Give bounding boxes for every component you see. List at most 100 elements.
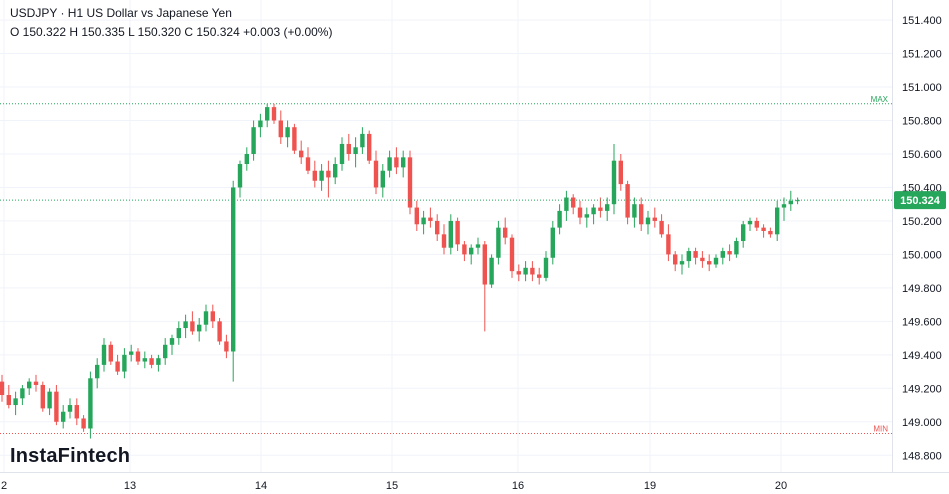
candle-body — [312, 170, 317, 181]
candle-body — [727, 251, 732, 255]
candle-body — [761, 227, 766, 231]
time-axis[interactable]: 2 13 14 15 16 19 20 — [1, 480, 787, 492]
candle-up — [203, 304, 209, 332]
candle-down — [482, 241, 487, 332]
candle-down — [441, 224, 447, 255]
price-tick-label: 151.200 — [902, 49, 942, 61]
candle-down — [530, 261, 535, 282]
candle-up — [448, 214, 453, 255]
candle-up — [163, 338, 168, 365]
candle-down — [659, 214, 664, 238]
candle-down — [625, 180, 630, 225]
candle-body — [299, 150, 304, 158]
candle-down — [305, 147, 311, 175]
candle-up — [475, 237, 481, 255]
candle-body — [394, 157, 399, 168]
price-tick-label: 149.600 — [902, 316, 942, 328]
candle-body — [244, 153, 249, 165]
candle-body — [27, 381, 32, 389]
candle-down — [462, 241, 467, 262]
candle-up — [360, 127, 365, 154]
candle-down — [0, 374, 5, 402]
candle-down — [149, 354, 154, 369]
candle-up — [183, 314, 188, 339]
candle-up — [645, 210, 651, 235]
candle-body — [564, 197, 569, 211]
candle-down — [435, 214, 440, 242]
min-line: MIN — [0, 425, 892, 435]
candle-body — [537, 274, 542, 278]
candle-down — [768, 227, 773, 238]
candle-body — [482, 244, 487, 285]
candle-down — [299, 140, 304, 165]
candle-body — [591, 207, 596, 215]
candle-body — [88, 378, 93, 429]
candle-body — [448, 220, 453, 248]
candle-up — [734, 237, 739, 258]
candle-down — [40, 381, 45, 412]
candle-down — [618, 153, 623, 191]
candle-body — [584, 214, 589, 218]
candle-up — [679, 254, 685, 275]
candle-body — [169, 338, 175, 345]
current-price-tag-bg — [894, 191, 946, 210]
candle-down — [428, 207, 433, 228]
candle-body — [741, 224, 746, 242]
candle-body — [0, 381, 5, 396]
candle-up — [720, 247, 725, 265]
candle-body — [543, 257, 549, 278]
candle-up — [523, 261, 528, 282]
candle-body — [652, 217, 657, 221]
candle-up — [421, 210, 426, 235]
candle-up — [795, 197, 800, 205]
candle-down — [224, 334, 229, 359]
candle-up — [611, 143, 617, 215]
price-tick-label: 148.800 — [902, 450, 942, 462]
candle-body — [360, 133, 365, 148]
candle-body — [720, 251, 725, 258]
candle-body — [122, 354, 127, 372]
candle-down — [571, 194, 576, 215]
candle-down — [190, 311, 195, 335]
candle-body — [74, 405, 79, 419]
price-axis[interactable]: 151.400151.200151.000150.800150.600150.4… — [902, 15, 942, 462]
candle-down — [292, 123, 297, 154]
candle-body — [421, 217, 426, 225]
candle-body — [6, 395, 11, 406]
candle-up — [788, 190, 793, 211]
candle-body — [210, 311, 215, 322]
candle-up — [550, 220, 555, 265]
candle-body — [713, 257, 719, 265]
candle-up — [353, 137, 358, 168]
candle-body — [577, 207, 583, 218]
candle-body — [768, 230, 773, 235]
candle-body — [509, 237, 515, 272]
candle-up — [197, 318, 202, 342]
candle-down — [312, 160, 317, 188]
candle-up — [489, 254, 494, 288]
candle-body — [775, 207, 780, 235]
candle-body — [441, 234, 447, 248]
candle-down — [639, 197, 644, 231]
candle-up — [339, 137, 345, 171]
candle-up — [169, 334, 175, 355]
candle-body — [401, 157, 406, 168]
candle-body — [754, 220, 759, 228]
max-line-label: MAX — [871, 95, 889, 104]
candle-body — [129, 351, 134, 355]
candle-body — [258, 120, 263, 128]
candle-down — [666, 224, 671, 262]
price-tick-label: 149.200 — [902, 383, 942, 395]
candle-body — [278, 120, 283, 138]
candle-body — [707, 261, 712, 265]
candle-body — [795, 200, 800, 202]
candle-down — [537, 267, 542, 285]
candle-up — [387, 150, 392, 178]
candle-body — [305, 157, 311, 171]
candle-body — [156, 358, 161, 365]
symbol-title: USDJPY · H1 US Dollar vs Japanese Yen — [10, 6, 232, 20]
candle-down — [598, 197, 603, 218]
candle-down — [135, 348, 141, 365]
candle-body — [319, 170, 324, 181]
